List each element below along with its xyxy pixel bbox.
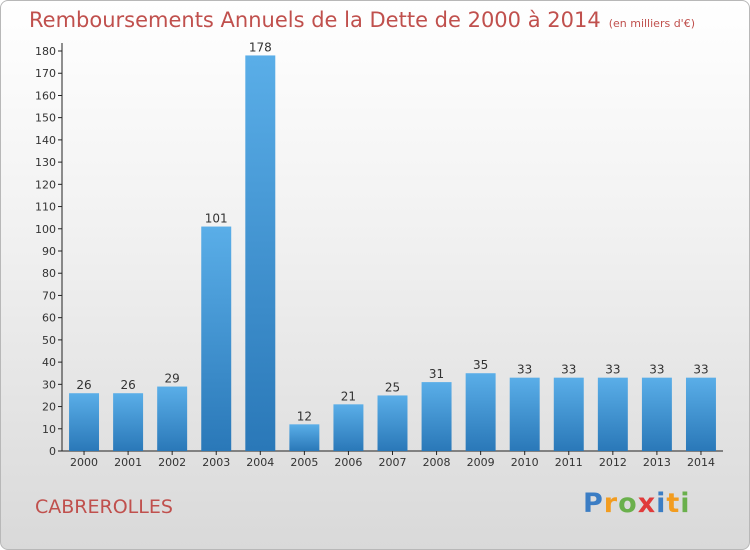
y-tick-label: 20 [42,401,56,414]
location-name: CABREROLLES [35,496,173,518]
chart-subtitle: (en milliers d'€) [608,17,695,30]
x-tick-label: 2006 [334,456,362,469]
bar-value-label: 178 [249,40,272,54]
logo-letter: o [618,488,638,519]
bar-value-label: 25 [385,380,400,394]
y-tick-label: 150 [35,112,56,125]
bar [69,393,100,451]
bar [377,395,408,451]
y-tick-label: 90 [42,245,56,258]
x-tick-label: 2009 [467,456,495,469]
x-tick-label: 2003 [202,456,230,469]
y-tick-label: 140 [35,134,56,147]
bar-value-label: 26 [120,378,135,392]
x-tick-label: 2005 [290,456,318,469]
bar [113,393,144,451]
logo-letter: P [583,488,604,519]
y-tick-label: 160 [35,89,56,102]
y-tick-label: 180 [35,45,56,58]
y-tick-label: 30 [42,378,56,391]
bar-value-label: 33 [649,363,664,377]
bar [509,377,540,451]
bar-value-label: 29 [165,372,180,386]
bar-value-label: 101 [205,212,228,226]
bar-value-label: 33 [693,363,708,377]
x-tick-label: 2011 [555,456,583,469]
logo-letter: r [603,488,619,519]
y-tick-label: 0 [49,445,56,458]
y-tick-label: 10 [42,423,56,436]
bar [465,373,496,451]
y-tick-label: 170 [35,67,56,80]
bar [421,382,452,451]
x-tick-label: 2012 [599,456,627,469]
y-tick-label: 80 [42,267,56,280]
y-tick-label: 50 [42,334,56,347]
bar-value-label: 21 [341,389,356,403]
y-tick-label: 40 [42,356,56,369]
bar [597,377,628,451]
logo-letter: i [656,488,667,519]
bar [641,377,672,451]
x-tick-label: 2007 [379,456,407,469]
bar-value-label: 33 [605,363,620,377]
bar [157,386,188,451]
title-text: Remboursements Annuels de la Dette de 20… [29,8,601,32]
bar [685,377,716,451]
bar [289,424,320,451]
bar-value-label: 31 [429,367,444,381]
bar [333,404,364,451]
logo-letter: t [666,488,681,519]
y-tick-label: 70 [42,289,56,302]
proxiti-logo: Proxiti [583,488,691,519]
chart-title: Remboursements Annuels de la Dette de 20… [29,8,695,32]
bar [553,377,584,451]
bar-value-label: 12 [297,409,312,423]
y-tick-label: 100 [35,223,56,236]
x-tick-label: 2001 [114,456,142,469]
y-tick-label: 130 [35,156,56,169]
x-tick-label: 2013 [643,456,671,469]
y-tick-label: 60 [42,312,56,325]
logo-letter: x [637,488,657,519]
bar [201,226,232,451]
logo-letter: i [680,488,691,519]
bar-value-label: 33 [561,363,576,377]
bar-value-label: 26 [76,378,91,392]
x-tick-label: 2000 [70,456,98,469]
bar-value-label: 33 [517,363,532,377]
y-tick-label: 120 [35,178,56,191]
x-tick-label: 2014 [687,456,715,469]
x-tick-label: 2002 [158,456,186,469]
bar [245,55,276,451]
x-tick-label: 2010 [511,456,539,469]
x-tick-label: 2008 [423,456,451,469]
y-tick-label: 110 [35,201,56,214]
x-tick-label: 2004 [246,456,274,469]
bar-value-label: 35 [473,358,488,372]
